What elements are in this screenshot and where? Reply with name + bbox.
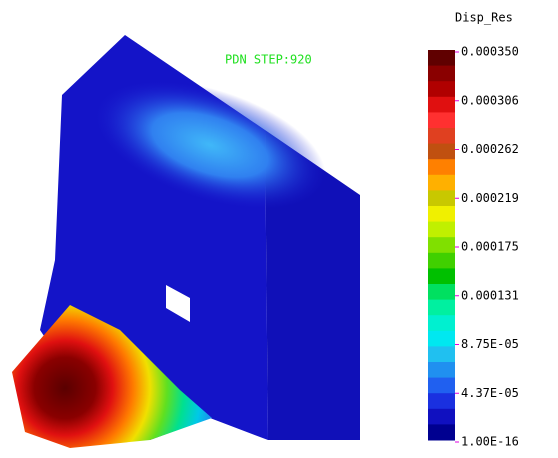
step-label: PDN STEP:920 (225, 53, 312, 67)
colorbar-band (428, 424, 455, 440)
colorbar-band (428, 81, 455, 97)
colorbar-band (428, 362, 455, 378)
colorbar-band (428, 378, 455, 394)
colorbar-band (428, 175, 455, 191)
colorbar-band (428, 253, 455, 269)
legend-title: Disp_Res (455, 11, 513, 25)
colorbar-band (428, 315, 455, 331)
colorbar-band (428, 284, 455, 300)
colorbar-band (428, 159, 455, 175)
legend-label: 0.000131 (461, 288, 519, 302)
legend-label: 0.000306 (461, 93, 519, 107)
colorbar-band (428, 237, 455, 253)
colorbar-band (428, 112, 455, 128)
colorbar-band (428, 190, 455, 206)
colorbar-band (428, 300, 455, 316)
legend-label: 4.37E-05 (461, 386, 519, 400)
colorbar-band (428, 346, 455, 362)
colorbar-band (428, 128, 455, 144)
legend-label: 0.000219 (461, 191, 519, 205)
colorbar-band (428, 331, 455, 347)
colorbar-band (428, 50, 455, 66)
colorbar-band (428, 393, 455, 409)
colorbar-band (428, 144, 455, 160)
colorbar-band (428, 206, 455, 222)
legend-label: 8.75E-05 (461, 337, 519, 351)
colorbar-band (428, 409, 455, 425)
legend-label: 0.000262 (461, 142, 519, 156)
model (12, 35, 360, 448)
colorbar-band (428, 268, 455, 284)
colorbar-band (428, 222, 455, 238)
legend-label: 0.000175 (461, 240, 519, 254)
colorbar-band (428, 97, 455, 113)
colorbar-band (428, 66, 455, 82)
legend-label: 1.00E-16 (461, 435, 519, 449)
colorbar: 0.000350 0.000306 0.000262 0.000219 0.000175… (428, 45, 519, 449)
screen: PDN STEP:920 Disp_Res 0.0003500.0003060.… (0, 0, 558, 458)
legend-label: 0.000350 (461, 45, 519, 59)
